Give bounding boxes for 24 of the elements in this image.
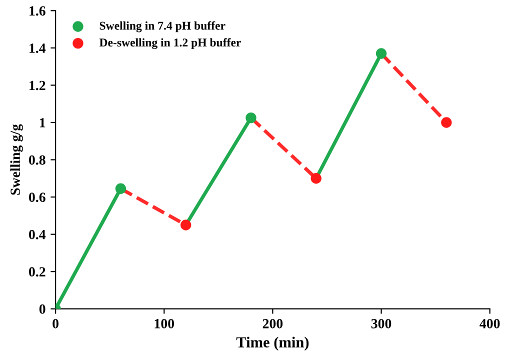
x-axis-title: Time (min) bbox=[236, 336, 309, 351]
x-tick-label: 200 bbox=[262, 318, 283, 328]
y-tick-label: 1.2 bbox=[30, 80, 46, 90]
y-tick-label: 1 bbox=[40, 118, 46, 128]
point bbox=[310, 173, 322, 184]
point bbox=[246, 112, 256, 124]
point bbox=[376, 48, 387, 59]
y-tick-label: 0.4 bbox=[28, 230, 46, 240]
point bbox=[441, 117, 452, 128]
y-tick-label: 0.6 bbox=[28, 192, 46, 202]
x-tick-label: 100 bbox=[154, 318, 174, 328]
y-tick-label: 1.6 bbox=[30, 6, 46, 16]
y-tick-label: 0 bbox=[39, 304, 46, 314]
legend-label: De-swelling in 1.2 pH buffer bbox=[99, 38, 241, 50]
point bbox=[115, 183, 126, 194]
y-tick-label: 1.4 bbox=[30, 44, 46, 53]
y-tick-label: 0.8 bbox=[28, 155, 46, 165]
x-tick-label: 400 bbox=[480, 318, 500, 328]
x-tick-label: 300 bbox=[371, 318, 392, 328]
y-tick-label: 0.2 bbox=[28, 267, 46, 277]
legend-label: Swelling in 7.4 pH buffer bbox=[100, 21, 226, 32]
point bbox=[180, 220, 192, 230]
y-axis-title: Swelling g/g bbox=[10, 124, 23, 195]
x-tick-label: 0 bbox=[52, 318, 58, 328]
